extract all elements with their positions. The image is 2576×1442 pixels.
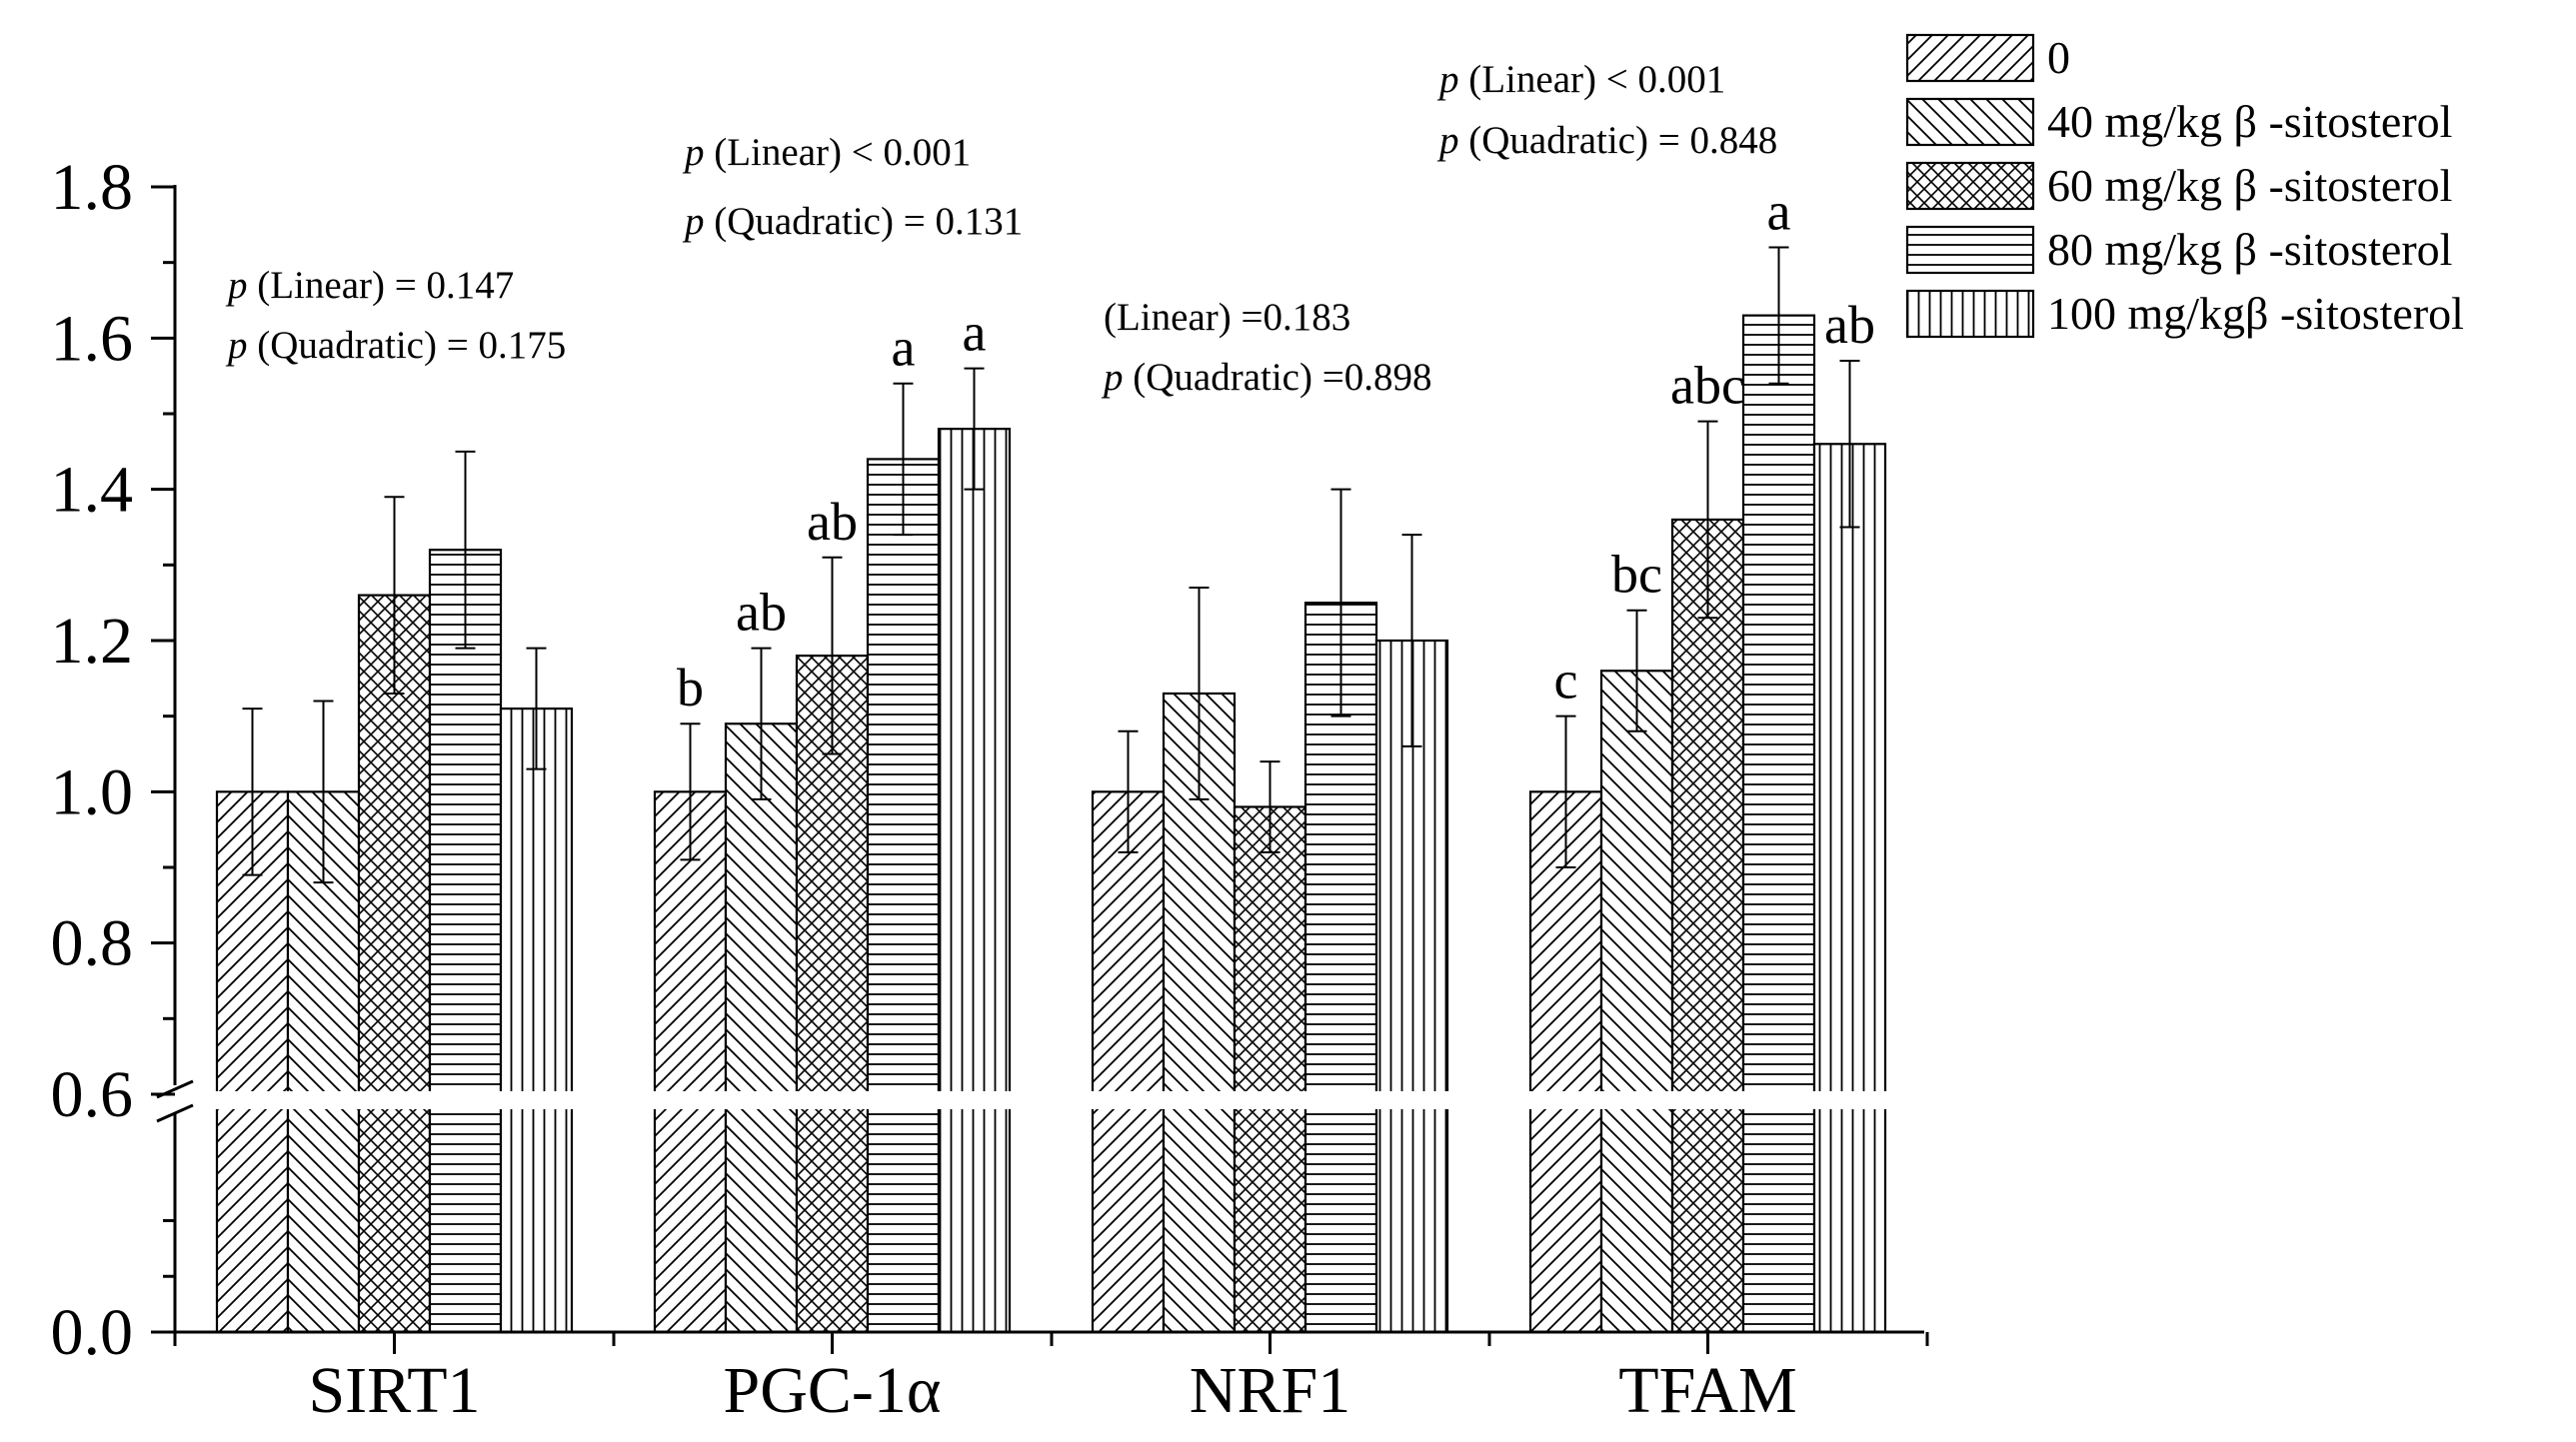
- p-symbol: p: [1436, 58, 1459, 101]
- p-value-annotation: p (Quadratic) = 0.131: [682, 200, 1023, 243]
- x-tick-label: TFAM: [1618, 1354, 1796, 1427]
- bar: [1303, 602, 1378, 1334]
- axis-break-gap: [145, 1091, 1934, 1109]
- significance-label: b: [677, 658, 704, 718]
- bar: [1812, 443, 1887, 1334]
- significance-label: c: [1554, 651, 1578, 711]
- y-tick-label: 1.8: [51, 151, 134, 224]
- y-tick-label: 0.8: [51, 907, 134, 980]
- p-symbol: p: [682, 200, 705, 243]
- legend-label: 60 mg/kg β -sitosterol: [2047, 160, 2452, 211]
- p-value-text: (Quadratic) = 0.131: [705, 200, 1024, 243]
- bar: [937, 428, 1012, 1334]
- y-tick-label: 1.2: [51, 605, 134, 678]
- p-value-text: (Quadratic) = 0.175: [248, 324, 567, 367]
- legend-swatch: [1905, 33, 2035, 83]
- y-tick-label: 0.6: [51, 1058, 134, 1131]
- legend-swatch: [1905, 289, 2035, 339]
- p-value-annotation: p (Quadratic) = 0.175: [225, 324, 566, 367]
- p-symbol: p: [225, 324, 248, 367]
- significance-label: abc: [1670, 356, 1745, 416]
- significance-label: ab: [1824, 295, 1875, 355]
- axis-break-mark: [156, 1103, 194, 1123]
- legend-swatch: [1905, 161, 2035, 211]
- x-tick-label: NRF1: [1190, 1354, 1350, 1427]
- significance-label: a: [963, 303, 987, 363]
- p-symbol: p: [225, 264, 248, 307]
- legend-swatch: [1905, 97, 2035, 147]
- bar: [1528, 790, 1603, 1334]
- bar: [724, 722, 799, 1334]
- significance-label: a: [892, 318, 916, 378]
- bar: [866, 458, 941, 1334]
- bar: [428, 549, 503, 1334]
- legend-label: 0: [2047, 32, 2070, 83]
- y-tick-label: 0.0: [51, 1296, 134, 1369]
- y-tick-label: 1.0: [51, 755, 134, 828]
- p-value-annotation: p (Linear) < 0.001: [1436, 58, 1725, 101]
- bar: [653, 790, 728, 1334]
- significance-label: bc: [1611, 545, 1662, 605]
- bar: [1670, 518, 1745, 1334]
- p-value-annotation: p (Quadratic) =0.898: [1101, 356, 1431, 399]
- bar: [1233, 805, 1307, 1334]
- bar: [1091, 790, 1166, 1334]
- bar: [499, 707, 574, 1334]
- bar: [1374, 639, 1449, 1334]
- x-tick-label: SIRT1: [308, 1354, 480, 1427]
- p-value-annotation: p (Linear) = 0.147: [225, 264, 514, 307]
- legend-label: 100 mg/kgβ -sitosterol: [2047, 288, 2464, 339]
- p-value-text: (Linear) < 0.001: [1459, 58, 1726, 101]
- p-value-text: (Quadratic) = 0.848: [1459, 119, 1778, 162]
- bar: [215, 790, 290, 1334]
- legend-label: 80 mg/kg β -sitosterol: [2047, 224, 2452, 275]
- p-symbol: p: [1101, 356, 1124, 399]
- p-value-text: (Linear) =0.183: [1104, 296, 1350, 339]
- x-tick-label: PGC-1α: [724, 1354, 942, 1427]
- y-tick-label: 1.4: [51, 454, 134, 527]
- p-value-annotation: p (Linear) < 0.001: [682, 131, 971, 174]
- p-symbol: p: [682, 131, 705, 174]
- p-symbol: p: [1436, 119, 1459, 162]
- bar: [357, 594, 432, 1334]
- significance-label: ab: [736, 583, 787, 643]
- bar: [1599, 670, 1674, 1334]
- significance-label: a: [1767, 182, 1791, 242]
- legend-label: 40 mg/kg β -sitosterol: [2047, 96, 2452, 147]
- p-value-annotation: (Linear) =0.183: [1104, 296, 1350, 339]
- p-value-text: (Quadratic) =0.898: [1124, 356, 1432, 399]
- bar: [1741, 314, 1816, 1334]
- significance-label: ab: [807, 492, 858, 552]
- p-value-text: (Linear) = 0.147: [248, 264, 515, 307]
- y-tick-label: 1.6: [51, 302, 134, 375]
- p-value-text: (Linear) < 0.001: [705, 131, 972, 174]
- bar: [795, 655, 870, 1334]
- p-value-annotation: p (Quadratic) = 0.848: [1436, 119, 1777, 162]
- legend-swatch: [1905, 225, 2035, 275]
